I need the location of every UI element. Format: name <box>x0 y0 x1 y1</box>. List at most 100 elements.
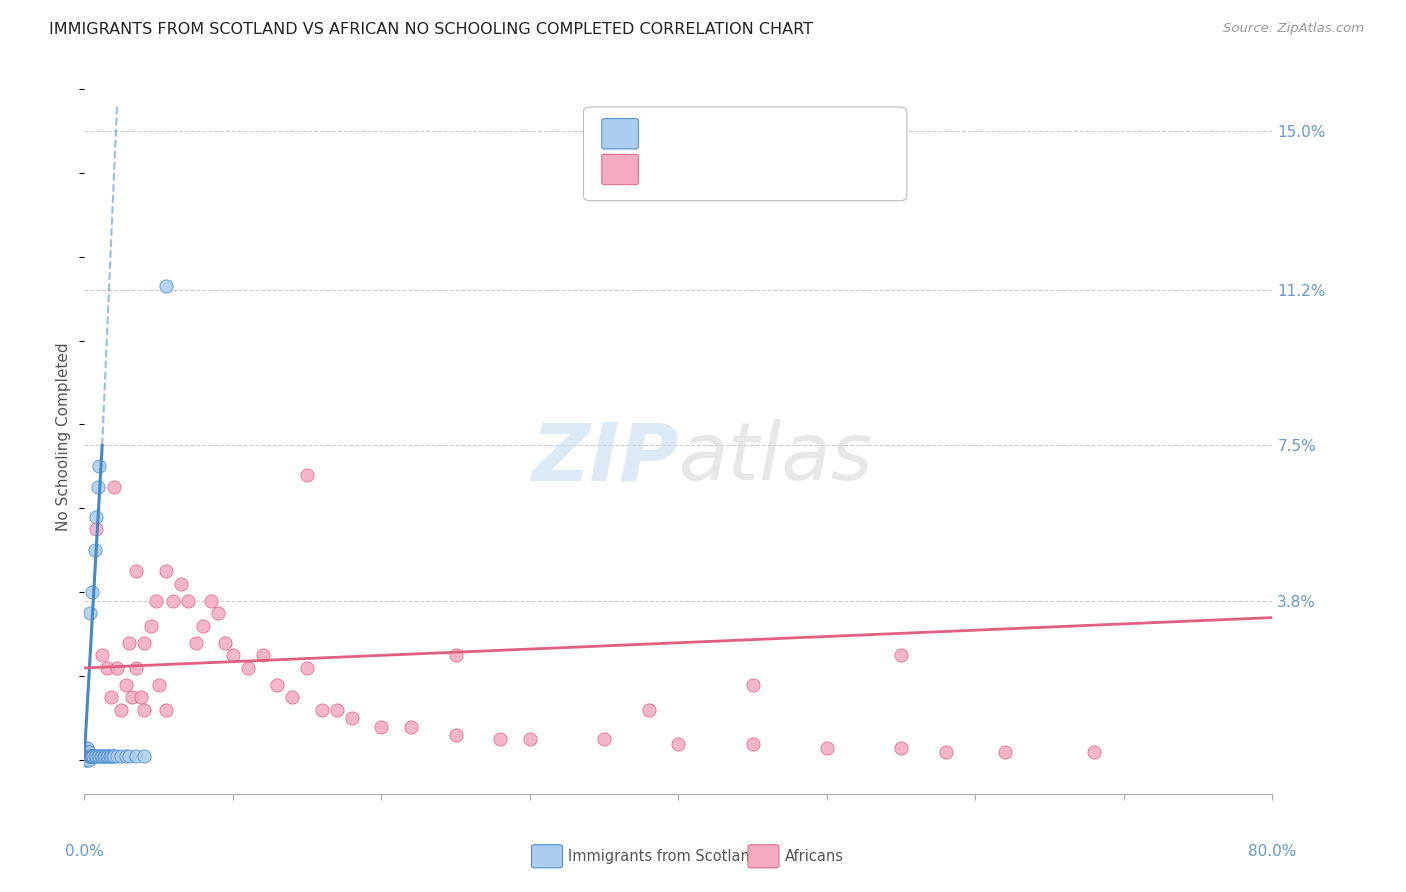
Point <box>162 594 184 608</box>
Point <box>80 585 103 599</box>
Point <box>177 594 200 608</box>
Point <box>170 577 193 591</box>
Point <box>75 753 97 767</box>
Point <box>87 480 110 494</box>
Y-axis label: No Schooling Completed: No Schooling Completed <box>56 343 72 532</box>
Point <box>87 749 110 764</box>
Point <box>76 745 98 759</box>
Point <box>145 594 167 608</box>
Point <box>75 740 97 755</box>
Point <box>121 690 143 705</box>
Point <box>200 594 222 608</box>
Point <box>155 565 177 579</box>
Point <box>155 279 177 293</box>
Point <box>80 749 103 764</box>
Point <box>115 678 138 692</box>
Point <box>96 749 118 764</box>
Point <box>252 648 274 663</box>
Point <box>148 678 170 692</box>
Point <box>79 749 101 764</box>
Point <box>103 480 125 494</box>
Point <box>191 619 215 633</box>
Point <box>80 749 103 764</box>
Point <box>79 607 101 621</box>
Point <box>89 749 111 764</box>
Point <box>82 749 104 764</box>
Point <box>637 703 659 717</box>
Point <box>82 749 104 764</box>
Point <box>76 749 98 764</box>
Point <box>75 749 97 764</box>
Point <box>125 661 148 675</box>
Point <box>83 543 105 558</box>
Point <box>132 703 155 717</box>
Point <box>489 732 512 747</box>
Point <box>98 749 121 764</box>
Point <box>207 607 229 621</box>
Point <box>593 732 616 747</box>
Point <box>100 749 122 764</box>
Point <box>326 703 349 717</box>
Point <box>222 648 245 663</box>
Point <box>77 745 100 759</box>
Point <box>75 745 97 759</box>
Point <box>741 737 763 751</box>
Point <box>132 749 155 764</box>
Point <box>94 749 117 764</box>
Point <box>155 703 177 717</box>
Point <box>236 661 259 675</box>
Point <box>110 749 132 764</box>
Point <box>281 690 304 705</box>
Point <box>668 737 690 751</box>
Point <box>444 648 467 663</box>
Point <box>105 749 128 764</box>
Point <box>115 749 138 764</box>
Point <box>266 678 288 692</box>
Point <box>77 749 100 764</box>
Point <box>340 711 363 725</box>
Point <box>444 728 467 742</box>
Point <box>1083 745 1105 759</box>
Text: N = 46: N = 46 <box>763 127 821 141</box>
Point <box>519 732 541 747</box>
Point <box>101 749 124 764</box>
Point <box>890 648 912 663</box>
Point <box>815 740 838 755</box>
Text: ZIP: ZIP <box>531 419 679 498</box>
Point <box>103 749 125 764</box>
Point <box>76 749 98 764</box>
Text: N = 55: N = 55 <box>763 162 821 177</box>
Point <box>83 749 105 764</box>
Point <box>76 740 98 755</box>
Point <box>370 720 392 734</box>
Point <box>91 749 114 764</box>
Point <box>295 467 318 482</box>
Text: IMMIGRANTS FROM SCOTLAND VS AFRICAN NO SCHOOLING COMPLETED CORRELATION CHART: IMMIGRANTS FROM SCOTLAND VS AFRICAN NO S… <box>49 22 813 37</box>
Point <box>105 661 128 675</box>
Point <box>84 509 107 524</box>
Text: 80.0%: 80.0% <box>1249 844 1296 859</box>
Point <box>79 749 101 764</box>
Text: Source: ZipAtlas.com: Source: ZipAtlas.com <box>1223 22 1364 36</box>
Point <box>214 636 236 650</box>
Point <box>90 749 112 764</box>
Point <box>118 636 141 650</box>
Point <box>311 703 333 717</box>
Text: 0.0%: 0.0% <box>65 844 104 859</box>
Text: R =  0.767: R = 0.767 <box>644 127 733 141</box>
Text: Africans: Africans <box>785 849 844 863</box>
Point <box>100 690 122 705</box>
Point <box>96 661 118 675</box>
Point <box>994 745 1017 759</box>
Point <box>91 648 114 663</box>
Point <box>141 619 163 633</box>
Point <box>399 720 422 734</box>
Point <box>76 753 98 767</box>
Point <box>184 636 207 650</box>
Point <box>132 636 155 650</box>
Point <box>890 740 912 755</box>
Point <box>93 749 115 764</box>
Text: atlas: atlas <box>679 419 873 498</box>
Point <box>84 749 107 764</box>
Point <box>129 690 152 705</box>
